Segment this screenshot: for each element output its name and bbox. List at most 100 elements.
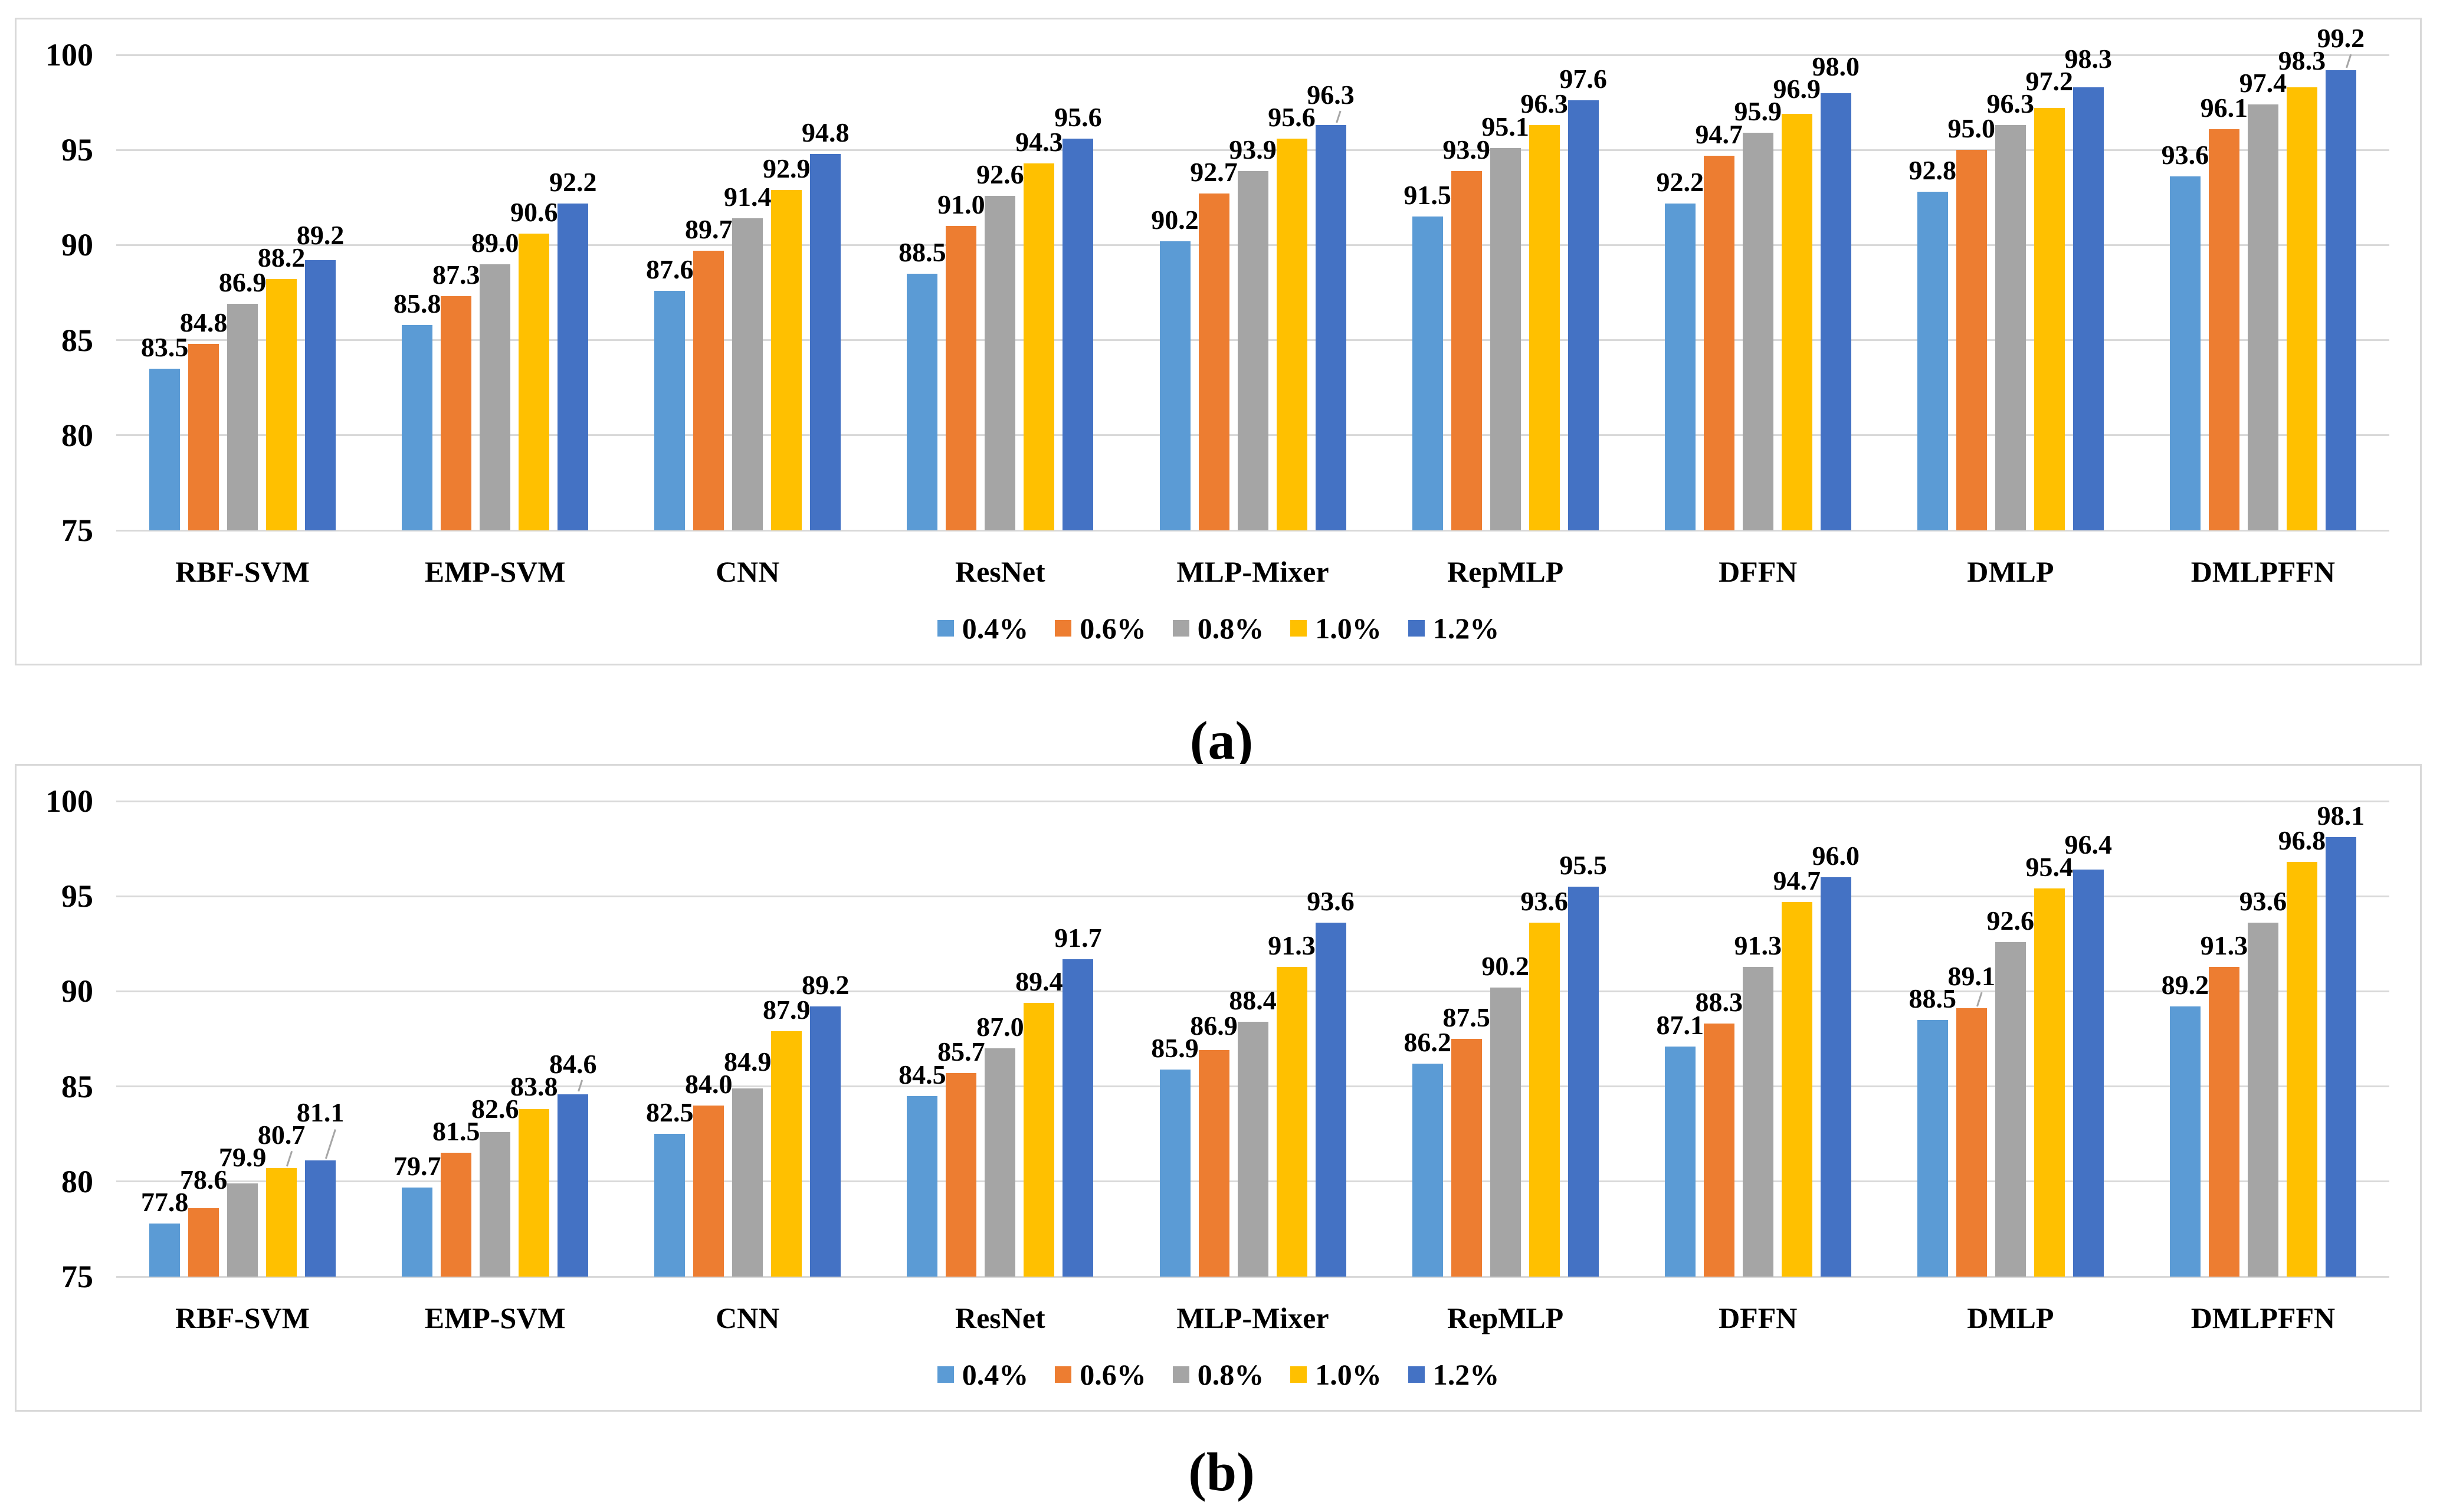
bar <box>1820 93 1851 530</box>
value-label: 96.9 <box>1773 74 1821 104</box>
y-axis-tick-label: 80 <box>61 417 93 453</box>
value-label: 84.0 <box>685 1068 733 1099</box>
bar <box>1198 193 1229 530</box>
category-label: ResNet <box>955 1301 1045 1334</box>
value-label: 88.5 <box>1909 983 1957 1014</box>
legend-swatch <box>1290 1366 1307 1383</box>
y-axis-tick-label: 85 <box>61 1068 93 1104</box>
value-label: 89.2 <box>802 970 850 1001</box>
value-label: 95.6 <box>1268 101 1316 132</box>
category-label: DFFN <box>1719 1301 1798 1334</box>
value-label: 94.3 <box>1015 126 1063 157</box>
value-label: 88.4 <box>1229 985 1277 1015</box>
legend-swatch <box>1290 620 1307 637</box>
bar <box>1451 170 1482 530</box>
category-label: DMLP <box>1967 1301 2054 1334</box>
bar <box>1956 1008 1987 1277</box>
y-axis-tick-label: 95 <box>61 132 93 168</box>
bar <box>2034 888 2065 1277</box>
value-label: 85.7 <box>937 1037 985 1067</box>
legend-label: 1.2% <box>1432 612 1500 645</box>
value-label: 93.6 <box>2239 886 2287 917</box>
legend-label: 0.6% <box>1080 612 1146 645</box>
legend-swatch <box>937 620 954 637</box>
bar <box>946 226 977 530</box>
bar <box>654 290 686 530</box>
category-label: CNN <box>716 1301 780 1334</box>
category-label: RBF-SVM <box>175 555 310 588</box>
category-label: DMLPFFN <box>2190 1301 2336 1334</box>
y-axis-tick-label: 80 <box>61 1163 93 1199</box>
value-label: 90.6 <box>510 197 558 228</box>
bar <box>654 1134 686 1277</box>
bar <box>1781 901 1812 1277</box>
value-label: 86.9 <box>1190 1010 1238 1041</box>
bar <box>1956 150 1987 530</box>
value-label: 84.6 <box>549 1049 597 1080</box>
bar <box>2169 1006 2201 1277</box>
category-label: MLP-Mixer <box>1176 555 1329 588</box>
value-label: 87.6 <box>646 254 694 284</box>
gridline <box>116 800 2389 802</box>
value-label: 93.6 <box>1520 886 1568 917</box>
bar <box>2073 87 2104 530</box>
value-label: 96.3 <box>1520 88 1568 119</box>
bar <box>402 1187 433 1277</box>
legend-swatch <box>1055 620 1072 637</box>
value-label: 96.8 <box>2278 825 2326 856</box>
y-axis-tick-label: 95 <box>61 878 93 914</box>
value-label: 92.6 <box>976 159 1024 189</box>
value-label: 97.4 <box>2239 67 2287 98</box>
value-label: 87.3 <box>432 260 480 290</box>
value-label: 89.2 <box>296 220 345 251</box>
gridline <box>116 1275 2389 1278</box>
bar <box>771 1031 802 1277</box>
gridline <box>116 149 2389 151</box>
category-label: RBF-SVM <box>175 1301 310 1334</box>
bar <box>1237 170 1268 530</box>
value-label: 95.5 <box>1559 850 1607 881</box>
bar <box>1451 1039 1482 1277</box>
bar <box>149 1223 181 1277</box>
value-label: 80.7 <box>257 1119 306 1150</box>
value-label: 81.5 <box>432 1116 480 1147</box>
value-label: 88.5 <box>899 237 946 267</box>
legend-item: 0.8% <box>1172 612 1264 645</box>
bar <box>2208 966 2239 1277</box>
bar <box>946 1073 977 1277</box>
bar <box>1412 1063 1443 1277</box>
bar <box>1276 966 1307 1277</box>
value-label: 96.4 <box>2064 829 2113 860</box>
bar <box>907 273 938 530</box>
value-label: 87.1 <box>1656 1009 1704 1040</box>
bar <box>985 1048 1016 1277</box>
bar <box>149 369 181 530</box>
value-label: 95.4 <box>2025 852 2074 883</box>
value-label: 78.6 <box>179 1164 228 1195</box>
bar <box>2034 108 2065 530</box>
value-label: 94.8 <box>802 117 850 147</box>
value-label: 90.2 <box>1151 205 1199 235</box>
value-label: 91.7 <box>1054 922 1102 953</box>
legend-item: 0.6% <box>1055 1358 1146 1391</box>
gridline <box>116 54 2389 56</box>
category-label: CNN <box>716 555 780 588</box>
bar <box>227 304 258 530</box>
bar <box>305 1160 336 1277</box>
value-label: 98.0 <box>1812 51 1860 82</box>
value-label: 84.5 <box>899 1059 946 1090</box>
bar <box>732 218 763 530</box>
value-label: 93.6 <box>1307 886 1355 917</box>
value-label: 91.3 <box>1268 930 1316 960</box>
legend-item: 0.8% <box>1172 1358 1264 1391</box>
value-label: 87.9 <box>763 995 811 1025</box>
chart-panel-b: 75 80 85 90 95 100 77.8 78.6 79.9 80.7 81.1 79.7 81.… <box>15 764 2422 1412</box>
legend-swatch <box>1055 1366 1072 1383</box>
bar <box>519 234 550 530</box>
bar <box>227 1183 258 1277</box>
value-label: 86.9 <box>218 267 267 298</box>
bar <box>441 296 472 530</box>
y-axis-tick-label: 75 <box>61 513 93 548</box>
y-axis-tick-label: 85 <box>61 322 93 358</box>
